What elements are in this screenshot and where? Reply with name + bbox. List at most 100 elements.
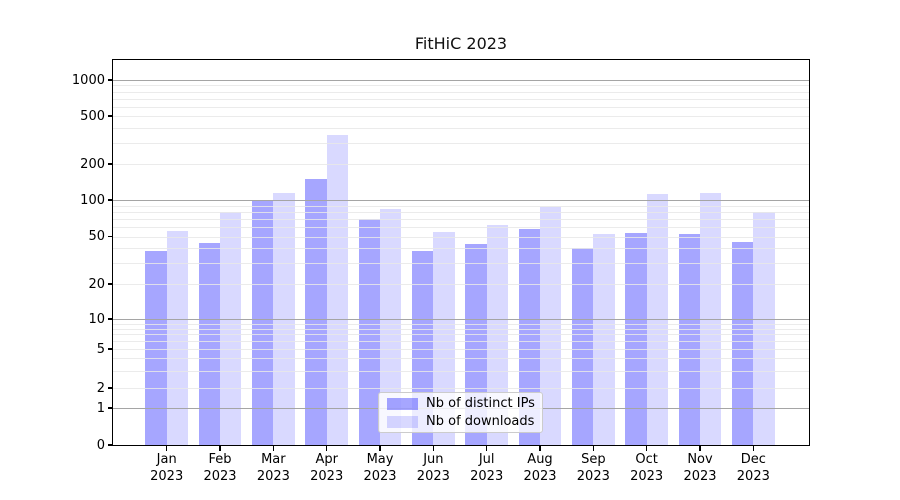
y-tick-mark-10 — [108, 318, 113, 320]
gridline-y-30 — [113, 262, 809, 264]
bar-nb-of-downloads-dec-2023 — [753, 211, 775, 445]
gridline-y-500 — [113, 116, 809, 117]
gridline-y-700 — [113, 98, 809, 100]
y-tick-mark-1 — [108, 407, 113, 409]
gridline-y-4 — [113, 358, 809, 360]
gridline-y-6 — [113, 341, 809, 343]
gridline-y-600 — [113, 106, 809, 108]
bar-nb-of-downloads-may-2023 — [380, 208, 402, 445]
legend-swatch-distinct-ips — [387, 397, 418, 410]
bar-nb-of-distinct-ips-jan-2023 — [145, 250, 167, 445]
bar-nb-of-downloads-apr-2023 — [326, 134, 348, 445]
gridline-y-200 — [113, 164, 809, 165]
x-tick-label-dec: Dec 2023 — [736, 452, 770, 484]
legend-item-distinct-ips: Nb of distinct IPs — [387, 395, 535, 411]
y-tick-mark-0 — [108, 444, 113, 446]
y-tick-label-5: 5 — [96, 341, 105, 357]
y-tick-mark-200 — [108, 163, 113, 165]
gridline-y-50 — [113, 236, 809, 238]
gridline-y-70 — [113, 218, 809, 220]
legend-swatch-downloads — [387, 415, 418, 428]
bar-nb-of-downloads-jun-2023 — [433, 232, 455, 445]
gridline-y-8 — [113, 328, 809, 330]
y-tick-label-0: 0 — [96, 437, 105, 453]
legend-item-downloads: Nb of downloads — [387, 413, 535, 429]
y-tick-mark-500 — [108, 115, 113, 117]
x-tick-label-apr: Apr 2023 — [310, 452, 344, 484]
y-tick-mark-1000 — [108, 79, 113, 81]
y-tick-label-50: 50 — [88, 229, 105, 244]
y-tick-label-500: 500 — [80, 108, 105, 124]
x-tick-label-jan: Jan 2023 — [150, 452, 184, 484]
y-tick-mark-5 — [108, 348, 113, 350]
gridline-y-9 — [113, 323, 809, 325]
x-tick-label-feb: Feb 2023 — [203, 452, 237, 484]
bar-nb-of-downloads-aug-2023 — [540, 206, 562, 445]
y-tick-mark-100 — [108, 199, 113, 201]
x-tick-mark-mar — [272, 446, 274, 451]
gridline-y-400 — [113, 127, 809, 129]
y-tick-mark-50 — [108, 235, 113, 238]
gridline-y-100 — [113, 200, 809, 202]
y-tick-label-1000: 1000 — [71, 72, 105, 88]
gridline-y-800 — [113, 91, 809, 93]
x-tick-mark-apr — [326, 446, 328, 451]
x-tick-label-jul: Jul 2023 — [470, 452, 504, 484]
x-tick-label-jun: Jun 2023 — [416, 452, 450, 484]
y-tick-label-20: 20 — [88, 276, 105, 292]
y-tick-label-10: 10 — [88, 311, 105, 327]
gridline-y-20 — [113, 284, 809, 285]
bar-nb-of-distinct-ips-apr-2023 — [305, 178, 327, 445]
y-tick-mark-2 — [108, 387, 113, 389]
gridline-y-300 — [113, 142, 809, 144]
legend-label-downloads: Nb of downloads — [426, 413, 535, 429]
x-tick-mark-feb — [219, 446, 221, 451]
bar-nb-of-distinct-ips-dec-2023 — [732, 241, 754, 445]
plot-area — [112, 59, 810, 446]
legend-label-distinct-ips: Nb of distinct IPs — [426, 395, 535, 411]
y-tick-label-1: 1 — [96, 400, 105, 416]
gridline-y-5 — [113, 349, 809, 350]
bar-nb-of-distinct-ips-feb-2023 — [198, 243, 221, 445]
gridline-y-90 — [113, 205, 809, 207]
x-tick-mark-may — [379, 446, 381, 451]
x-tick-mark-sep — [592, 446, 594, 451]
x-tick-label-may: May 2023 — [363, 452, 397, 484]
bar-nb-of-distinct-ips-nov-2023 — [678, 234, 700, 445]
x-tick-label-sep: Sep 2023 — [576, 452, 610, 484]
bar-nb-of-distinct-ips-sep-2023 — [572, 248, 594, 445]
bar-nb-of-distinct-ips-mar-2023 — [252, 200, 274, 445]
gridline-y-1000 — [113, 80, 809, 82]
x-tick-mark-jan — [166, 446, 168, 451]
bar-nb-of-downloads-feb-2023 — [220, 211, 242, 445]
bar-nb-of-distinct-ips-oct-2023 — [625, 233, 647, 445]
gridline-y-7 — [113, 334, 809, 336]
gridline-y-60 — [113, 226, 809, 228]
x-tick-label-nov: Nov 2023 — [683, 452, 717, 484]
x-tick-mark-dec — [752, 446, 754, 451]
y-tick-mark-20 — [108, 283, 113, 285]
gridline-y-10 — [113, 319, 809, 321]
x-tick-label-oct: Oct 2023 — [630, 452, 664, 484]
y-tick-label-100: 100 — [80, 192, 105, 208]
legend: Nb of distinct IPs Nb of downloads — [378, 392, 543, 433]
x-tick-mark-nov — [699, 446, 701, 451]
gridline-y-2 — [113, 388, 809, 389]
y-tick-label-200: 200 — [80, 156, 105, 172]
x-tick-mark-jul — [486, 446, 488, 451]
bar-nb-of-downloads-mar-2023 — [273, 192, 295, 445]
x-tick-mark-jun — [432, 446, 434, 451]
bar-nb-of-distinct-ips-may-2023 — [358, 218, 381, 445]
gridline-y-40 — [113, 248, 809, 250]
x-tick-mark-aug — [539, 446, 541, 451]
x-tick-mark-oct — [646, 446, 648, 451]
gridline-y-900 — [113, 85, 809, 87]
chart-title: FitHiC 2023 — [414, 34, 508, 53]
bar-nb-of-distinct-ips-aug-2023 — [518, 228, 540, 445]
gridline-y-3 — [113, 370, 809, 372]
gridline-y-80 — [113, 211, 809, 213]
x-tick-label-aug: Aug 2023 — [523, 452, 557, 484]
y-tick-label-2: 2 — [96, 380, 105, 396]
x-tick-label-mar: Mar 2023 — [256, 452, 290, 484]
